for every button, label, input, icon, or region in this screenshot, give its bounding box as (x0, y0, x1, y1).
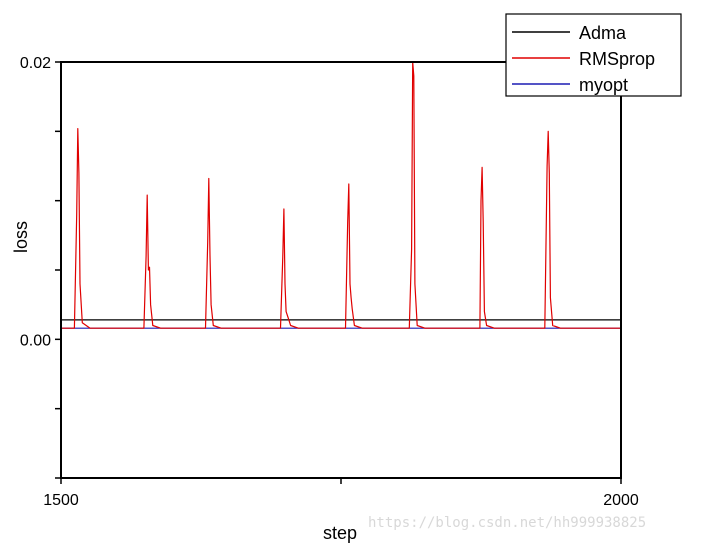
plot-frame (60, 61, 622, 479)
series-line-rmsprop (61, 61, 621, 329)
legend: Adma RMSprop myopt (505, 13, 682, 97)
y-axis-label: loss (11, 221, 31, 253)
y-tick-label: 0.02 (20, 55, 51, 72)
x-tick-label: 2000 (603, 492, 639, 509)
watermark-text: https://blog.csdn.net/hh999938825 (368, 515, 647, 531)
legend-box (505, 13, 682, 97)
legend-label-rmsprop: RMSprop (579, 49, 655, 69)
x-tick-label: 1500 (43, 492, 79, 509)
y-tick-label: 0.00 (20, 332, 51, 349)
legend-label-myopt: myopt (579, 75, 628, 95)
axis-ticks: 1500 2000 0.00 0.02 (20, 55, 639, 509)
x-axis-label: step (323, 523, 357, 543)
series-group (61, 61, 621, 329)
legend-label-adma: Adma (579, 23, 627, 43)
